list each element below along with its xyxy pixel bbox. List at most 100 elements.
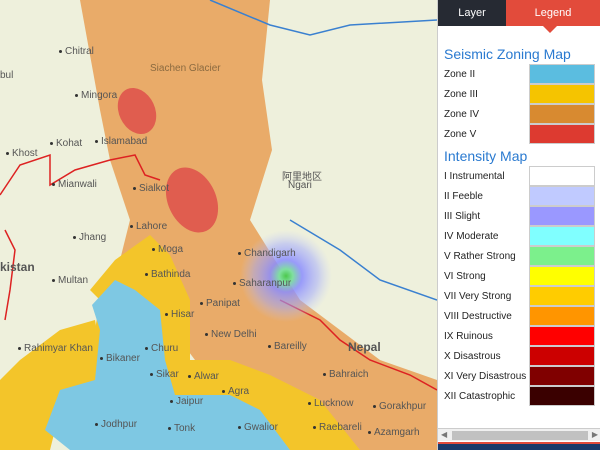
- city-label: Jaipur: [170, 396, 203, 407]
- legend-label: Zone V: [444, 128, 477, 140]
- city-label: Bathinda: [145, 269, 190, 280]
- legend-swatch: [529, 104, 595, 124]
- legend-row: IV Moderate: [438, 226, 600, 246]
- river-line: [289, 219, 437, 301]
- scroll-left-icon[interactable]: ◀: [441, 430, 448, 439]
- legend-row: VI Strong: [438, 266, 600, 286]
- legend-row: Zone II: [438, 64, 600, 84]
- city-label: Bikaner: [100, 353, 140, 364]
- city-label: Lucknow: [308, 398, 353, 409]
- city-label: Kohat: [50, 138, 82, 149]
- city-label: Raebareli: [313, 422, 362, 433]
- legend-swatch: [529, 346, 595, 366]
- place-label: kistan: [0, 260, 35, 274]
- city-label: Bareilly: [268, 341, 307, 352]
- city-label: Sialkot: [133, 183, 169, 194]
- legend-swatch: [529, 326, 595, 346]
- map-canvas[interactable]: Chitral Mingora Kohat Khost Islamabad Mianwal…: [0, 0, 437, 450]
- legend-label: Zone IV: [444, 108, 480, 120]
- intensity-map-title: Intensity Map: [444, 148, 528, 164]
- legend-row: Zone IV: [438, 104, 600, 124]
- legend-panel: Layer Legend Seismic Zoning Map Zone II Z…: [437, 0, 600, 450]
- city-label: Jhang: [73, 232, 106, 243]
- legend-swatch: [529, 84, 595, 104]
- city-label: Chandigarh: [238, 248, 296, 259]
- city-label: Saharanpur: [233, 278, 291, 289]
- zone-ii-region: [45, 280, 290, 450]
- legend-swatch: [529, 386, 595, 406]
- legend-label: VI Strong: [444, 270, 486, 282]
- place-label: Nepal: [348, 340, 381, 354]
- seismic-zoning-title: Seismic Zoning Map: [444, 46, 571, 62]
- legend-row: XII Catastrophic: [438, 386, 600, 406]
- legend-swatch: [529, 266, 595, 286]
- zone-v-patch: [165, 167, 219, 233]
- legend-row: VIII Destructive: [438, 306, 600, 326]
- tab-legend[interactable]: Legend: [534, 7, 572, 19]
- legend-swatch: [529, 206, 595, 226]
- legend-label: X Disastrous: [444, 350, 501, 362]
- legend-swatch: [529, 64, 595, 84]
- city-label: Jodhpur: [95, 419, 137, 430]
- place-label: Ngari: [288, 180, 312, 191]
- place-label: bul: [0, 70, 14, 81]
- city-label: Tonk: [168, 423, 195, 434]
- city-label: Alwar: [188, 371, 219, 382]
- legend-label: VIII Destructive: [444, 310, 512, 322]
- legend-swatch: [529, 124, 595, 144]
- legend-label: V Rather Strong: [444, 250, 516, 262]
- legend-row: Zone III: [438, 84, 600, 104]
- place-label: 阿里地区: [282, 172, 322, 183]
- legend-swatch: [529, 166, 595, 186]
- legend-swatch: [529, 306, 595, 326]
- panel-tabs: Layer Legend: [438, 0, 600, 26]
- legend-swatch: [529, 366, 595, 386]
- city-label: New Delhi: [205, 329, 257, 340]
- scroll-right-icon[interactable]: ▶: [591, 430, 598, 439]
- city-label: Multan: [52, 275, 88, 286]
- tab-layer[interactable]: Layer: [438, 0, 506, 26]
- legend-row: VII Very Strong: [438, 286, 600, 306]
- zone-iv-region: [80, 0, 437, 450]
- legend-row: V Rather Strong: [438, 246, 600, 266]
- legend-label: IV Moderate: [444, 230, 499, 242]
- city-label: Azamgarh: [368, 427, 420, 438]
- earthquake-intensity-blob: [240, 230, 332, 322]
- city-label: Hisar: [165, 309, 194, 320]
- legend-row: III Slight: [438, 206, 600, 226]
- legend-swatch: [529, 246, 595, 266]
- scroll-thumb[interactable]: [452, 431, 588, 440]
- active-tab-pointer: [543, 26, 557, 33]
- city-label: Khost: [6, 148, 38, 159]
- legend-label: III Slight: [444, 210, 481, 222]
- legend-label: Zone III: [444, 88, 478, 100]
- legend-row: II Feeble: [438, 186, 600, 206]
- legend-swatch: [529, 286, 595, 306]
- city-label: Mingora: [75, 90, 117, 101]
- horizontal-scrollbar[interactable]: ◀ ▶: [438, 428, 600, 441]
- border-line: [4, 229, 16, 321]
- border-line: [279, 299, 437, 391]
- legend-label: VII Very Strong: [444, 290, 512, 302]
- legend-label: XII Catastrophic: [444, 390, 516, 402]
- city-label: Lahore: [130, 221, 167, 232]
- legend-swatch: [529, 226, 595, 246]
- city-label: Agra: [222, 386, 249, 397]
- legend-label: XI Very Disastrous: [444, 370, 527, 382]
- city-label: Moga: [152, 244, 183, 255]
- city-label: Churu: [145, 343, 178, 354]
- legend-row: I Instrumental: [438, 166, 600, 186]
- city-label: Panipat: [200, 298, 240, 309]
- border-line: [0, 153, 161, 196]
- legend-swatch: [529, 186, 595, 206]
- city-label: Islamabad: [95, 136, 147, 147]
- legend-row: XI Very Disastrous: [438, 366, 600, 386]
- legend-label: II Feeble: [444, 190, 483, 202]
- city-label: Mianwali: [52, 179, 97, 190]
- legend-row: X Disastrous: [438, 346, 600, 366]
- river-line: [209, 0, 437, 36]
- legend-label: I Instrumental: [444, 170, 505, 182]
- city-label: Gorakhpur: [373, 401, 426, 412]
- legend-row: Zone V: [438, 124, 600, 144]
- bottom-bar: [438, 442, 600, 450]
